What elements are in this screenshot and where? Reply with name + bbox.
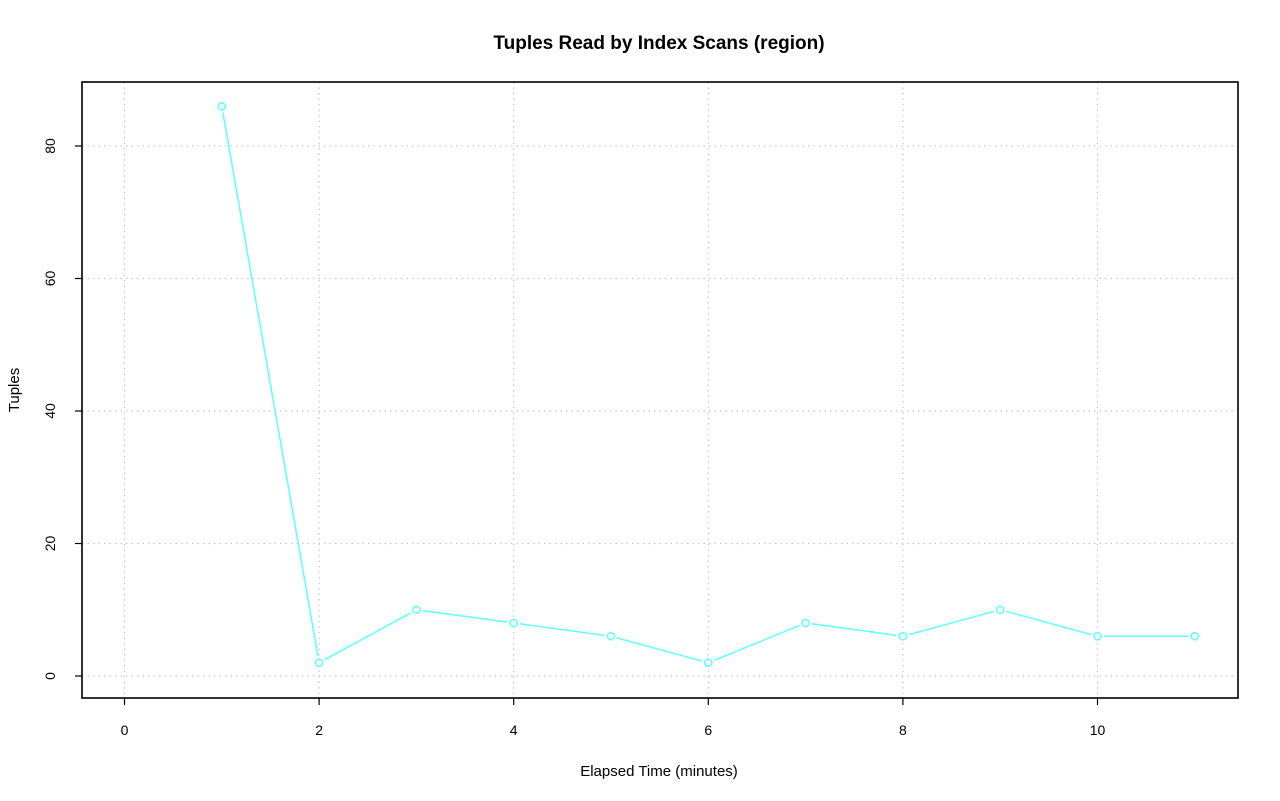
x-tick-label: 6 [704, 722, 712, 738]
data-point-gap [896, 629, 910, 643]
plot-area-border [81, 81, 1239, 699]
data-point [606, 631, 616, 641]
data-point [703, 658, 713, 668]
axes: 0 2 4 6 8 10 0 20 40 60 80 [42, 138, 1105, 738]
x-tick-label: 0 [121, 722, 129, 738]
data-point-gap [993, 603, 1007, 617]
data-point-gap [799, 616, 813, 630]
x-axis-label: Elapsed Time (minutes) [580, 763, 738, 780]
data-point-gap [604, 629, 618, 643]
data-point [801, 618, 810, 628]
data-point-gap [507, 616, 521, 630]
series-layer [215, 99, 1202, 670]
data-point [1190, 631, 1200, 641]
data-point-gap [409, 603, 423, 617]
x-tick-label: 8 [899, 722, 907, 738]
x-tick-label: 2 [315, 722, 323, 738]
grid [82, 82, 1238, 698]
y-tick-label: 60 [42, 271, 58, 287]
data-point [1093, 631, 1102, 641]
data-point-gap [1188, 629, 1202, 643]
y-tick-label: 20 [42, 536, 58, 552]
data-point [411, 605, 421, 615]
data-point [995, 605, 1005, 615]
y-tick-label: 40 [42, 403, 58, 419]
data-point [314, 658, 324, 668]
data-point [509, 618, 519, 628]
data-point [217, 101, 227, 111]
chart-title: Tuples Read by Index Scans (region) [493, 33, 824, 54]
x-tick-label: 10 [1090, 722, 1106, 738]
data-point-gap [215, 99, 229, 113]
y-tick-label: 0 [42, 672, 58, 680]
x-tick-label: 4 [510, 722, 518, 738]
y-tick-label: 80 [42, 138, 58, 154]
data-point-gap [1091, 629, 1104, 643]
data-point-gap [312, 656, 326, 670]
y-axis-label: Tuples [6, 368, 23, 412]
data-point-gap [701, 656, 715, 670]
data-point [898, 631, 908, 641]
